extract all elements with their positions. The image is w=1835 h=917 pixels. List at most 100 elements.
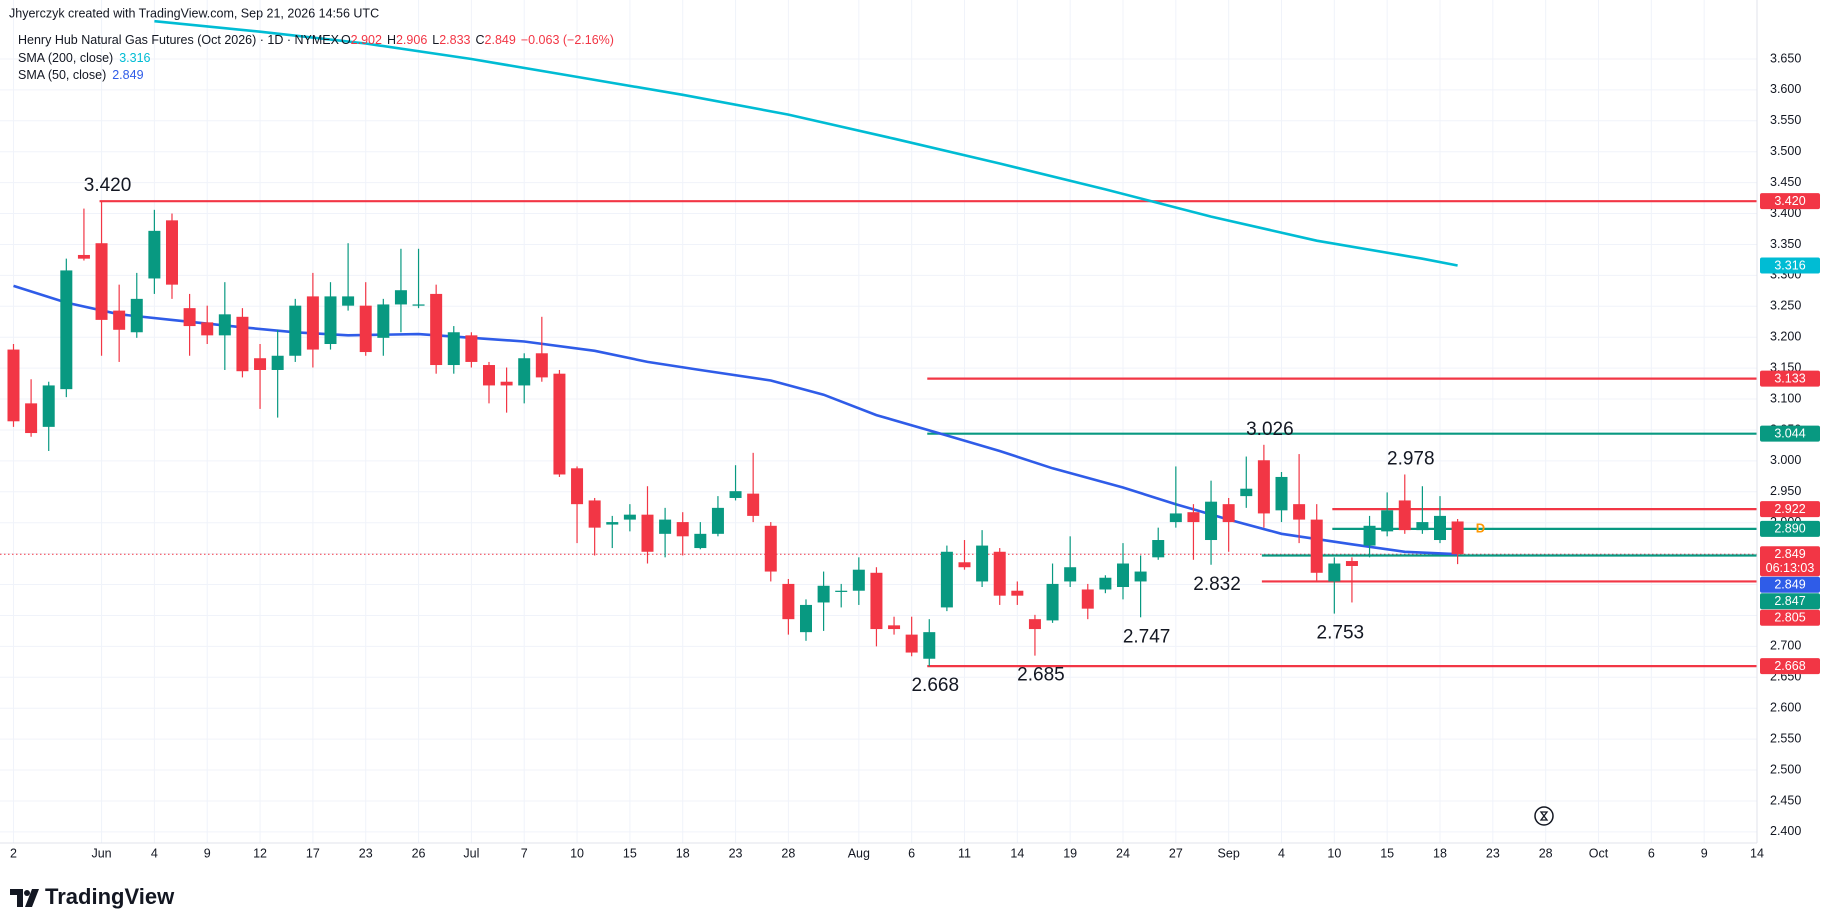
candle-body	[729, 491, 742, 498]
y-tick-label: 3.400	[1770, 206, 1801, 220]
x-tick-label: 18	[1433, 846, 1447, 860]
marker: D	[1476, 520, 1485, 535]
x-tick-label: Aug	[848, 846, 870, 860]
candle-body	[571, 468, 584, 505]
tradingview-logo	[10, 889, 39, 907]
candle-body	[623, 514, 636, 520]
x-tick-label: 17	[306, 846, 320, 860]
candle-body	[535, 353, 548, 378]
sma-legend: SMA (50, close) 2.849	[18, 68, 144, 82]
x-tick-label: 2	[10, 846, 17, 860]
clock-icon	[1534, 806, 1554, 826]
candle-body	[289, 305, 302, 356]
price-label: 2.668	[1774, 659, 1805, 673]
y-tick-label: 2.550	[1770, 731, 1801, 745]
candle-body	[1416, 522, 1429, 531]
sma-line	[154, 19, 1458, 267]
candle-body	[852, 569, 865, 591]
sma-name: SMA (50, close)	[18, 68, 106, 82]
candle-body	[1310, 519, 1323, 573]
x-tick-label: 28	[781, 846, 795, 860]
candle-body	[1345, 561, 1358, 566]
price-label-box	[1760, 658, 1820, 675]
x-tick-label: 23	[359, 846, 373, 860]
x-tick-label: 11	[958, 846, 971, 860]
candle-body	[130, 298, 143, 333]
candle-body	[1152, 540, 1165, 558]
price-label: 2.922	[1774, 502, 1805, 516]
price-label-box	[1760, 576, 1820, 593]
candle-body	[958, 562, 971, 568]
candle-body	[923, 632, 936, 659]
y-tick-label: 3.100	[1770, 391, 1801, 405]
candle-body	[201, 322, 214, 336]
candle-body	[482, 365, 495, 386]
price-annotation: 2.832	[1193, 574, 1241, 595]
y-tick-label: 3.650	[1770, 51, 1801, 65]
y-tick-label: 3.200	[1770, 330, 1801, 344]
y-tick-label: 3.600	[1770, 82, 1801, 96]
candle-body	[1011, 590, 1024, 596]
x-tick-label: Sep	[1218, 846, 1240, 860]
legend-item: Henry Hub Natural Gas Futures (Oct 2026)…	[18, 33, 340, 47]
candle-body	[782, 583, 795, 620]
x-tick-label: 7	[521, 846, 528, 860]
candle-body	[306, 296, 319, 350]
candle-body	[976, 545, 989, 582]
candle-body	[324, 296, 337, 345]
x-tick-label: 19	[1063, 846, 1077, 860]
y-tick-label: 3.350	[1770, 237, 1801, 251]
candle-body	[60, 270, 73, 390]
sma-legend: SMA (200, close) 3.316	[18, 51, 151, 65]
price-annotation: 2.668	[911, 675, 959, 696]
price-label: 2.849	[1774, 547, 1805, 561]
candle-body	[905, 634, 918, 653]
y-tick-label: 2.600	[1770, 701, 1801, 715]
candle-body	[1257, 460, 1270, 514]
candle-body	[165, 220, 178, 285]
candle-body	[394, 290, 407, 305]
x-tick-label: Oct	[1589, 846, 1609, 860]
price-label: 2.849	[1774, 578, 1805, 592]
x-tick-label: 9	[1701, 846, 1708, 860]
y-tick-label: 3.250	[1770, 299, 1801, 313]
price-label-box	[1760, 546, 1820, 577]
candle-body	[1293, 504, 1306, 520]
x-tick-label: 18	[676, 846, 690, 860]
y-tick-label: 2.700	[1770, 639, 1801, 653]
candle-body	[218, 314, 231, 336]
y-tick-label: 3.450	[1770, 175, 1801, 189]
candle-body	[553, 373, 566, 475]
candle-body	[993, 551, 1006, 596]
x-tick-label: 27	[1169, 846, 1183, 860]
candle-body	[1433, 515, 1446, 541]
price-annotation: 2.685	[1017, 665, 1065, 686]
price-label-box	[1760, 370, 1820, 387]
legend-item: H	[387, 33, 396, 47]
x-tick-label: 9	[204, 846, 211, 860]
y-tick-label: 2.950	[1770, 484, 1801, 498]
candle-body	[1028, 619, 1041, 630]
x-tick-label: 24	[1116, 846, 1130, 860]
candle-body	[254, 358, 267, 370]
y-tick-label: 2.400	[1770, 824, 1801, 838]
candle-body	[25, 403, 38, 434]
price-label: 2.847	[1774, 594, 1805, 608]
price-label-box	[1760, 501, 1820, 518]
candle-body	[1328, 563, 1341, 582]
legend-item: 2.902	[351, 33, 382, 47]
price-annotation: 2.978	[1387, 448, 1435, 469]
sma-value: 3.316	[119, 51, 150, 65]
y-tick-label: 2.500	[1770, 762, 1801, 776]
sma-name: SMA (200, close)	[18, 51, 113, 65]
candle-body	[1363, 525, 1376, 546]
candle-body	[835, 590, 848, 592]
plot-area	[0, 19, 1757, 668]
x-tick-label: 6	[908, 846, 915, 860]
candle-body	[747, 493, 760, 516]
legend-item: L	[432, 33, 439, 47]
candle-body	[676, 522, 689, 537]
price-label: 3.420	[1774, 194, 1805, 208]
candle-body	[42, 385, 55, 427]
candle-body	[1081, 589, 1094, 609]
